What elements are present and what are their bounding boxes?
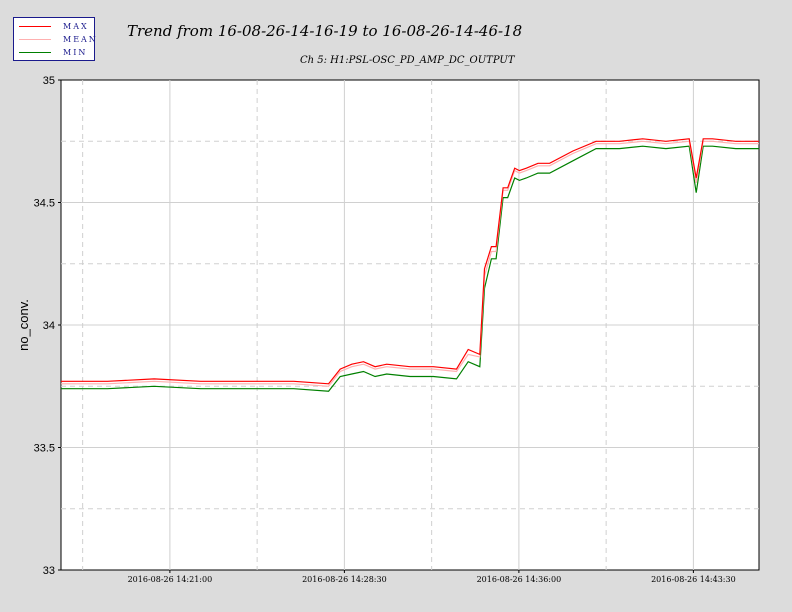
series-line-mean — [61, 140, 759, 387]
chart-subtitle: Ch 5: H1:PSL-OSC_PD_AMP_DC_OUTPUT — [300, 55, 515, 66]
y-tick-label: 34 — [43, 320, 55, 332]
axes: 33 33.5 34 34.5 35 2016-08-26 14:21:00 2016-08… — [34, 75, 736, 584]
y-tick-label: 35 — [43, 75, 55, 87]
legend-item-max: MAX — [19, 21, 95, 33]
legend-swatch-mean — [19, 39, 51, 40]
legend-item-min: MIN — [19, 47, 95, 59]
y-tick-label: 33 — [43, 565, 55, 577]
legend: MAX MEAN MIN — [13, 17, 98, 61]
x-tick-label: 2016-08-26 14:21:00 — [128, 575, 213, 584]
legend-swatch-max — [19, 26, 51, 27]
legend-swatch-min — [19, 52, 51, 53]
y-tick-label: 33.5 — [34, 443, 55, 455]
x-tick-label: 2016-08-26 14:28:30 — [302, 575, 387, 584]
legend-label-min: MIN — [63, 48, 88, 57]
legend-label-mean: MEAN — [63, 35, 98, 44]
series-line-max — [61, 138, 759, 385]
legend-label-max: MAX — [63, 22, 89, 31]
y-tick-label: 34.5 — [34, 198, 55, 210]
x-tick-label: 2016-08-26 14:43:30 — [651, 575, 736, 584]
y-axis-label: no_conv. — [16, 299, 31, 351]
series-line-min — [61, 145, 759, 392]
x-tick-label: 2016-08-26 14:36:00 — [477, 575, 562, 584]
chart-title: Trend from 16-08-26-14-16-19 to 16-08-26… — [127, 22, 523, 40]
series-lines — [61, 138, 759, 392]
legend-item-mean: MEAN — [19, 34, 98, 46]
